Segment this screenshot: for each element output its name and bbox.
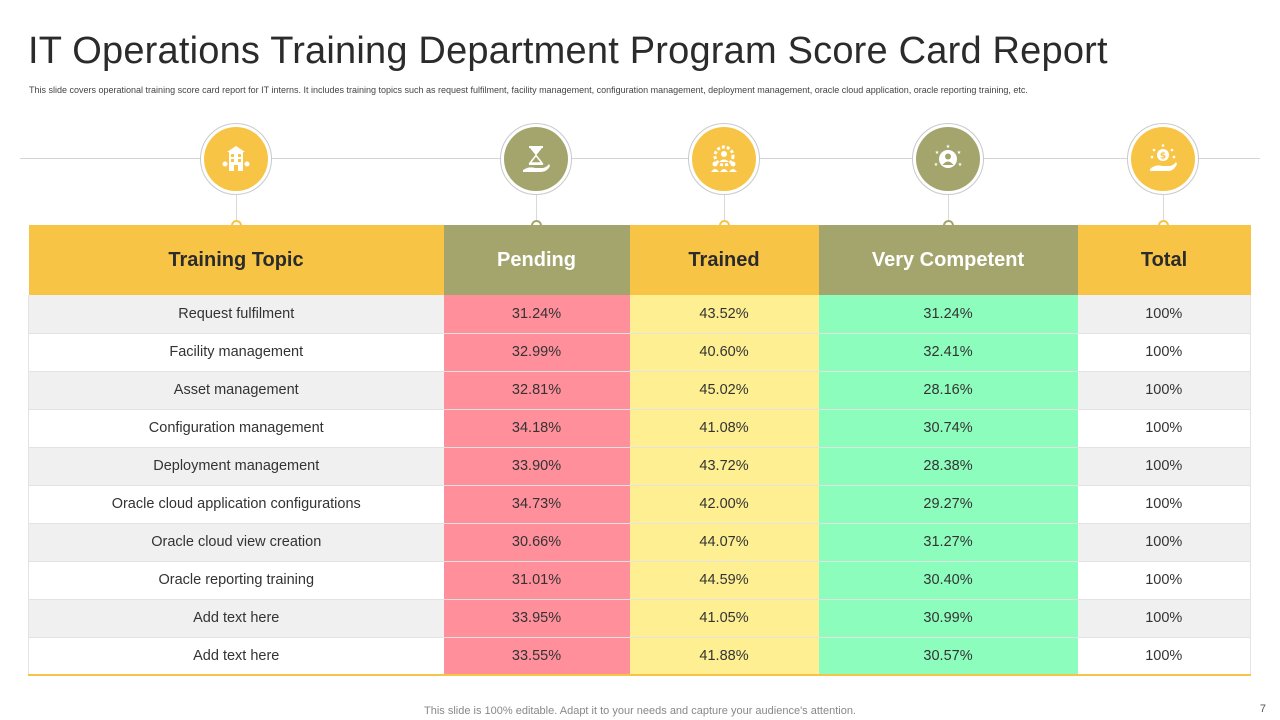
icon-circle-pending [500, 123, 572, 195]
header-pending: Pending [443, 225, 630, 295]
cell-trained: 41.08% [629, 409, 819, 448]
cell-trained: 41.88% [629, 637, 819, 676]
cell-very-competent: 29.27% [818, 485, 1078, 524]
cell-topic: Oracle cloud view creation [28, 523, 444, 562]
cell-total: 100% [1077, 485, 1251, 524]
icon-circle-total: $ [1127, 123, 1199, 195]
cell-trained: 45.02% [629, 371, 819, 410]
cell-total: 100% [1077, 561, 1251, 600]
cell-trained: 43.72% [629, 447, 819, 486]
header-training-topic: Training Topic [28, 225, 444, 295]
cell-trained: 44.07% [629, 523, 819, 562]
svg-text:★: ★ [946, 144, 951, 150]
timeline-line [20, 158, 1260, 159]
table-row: Oracle cloud view creation 30.66% 44.07%… [28, 523, 1251, 562]
cell-total: 100% [1077, 333, 1251, 372]
cell-total: 100% [1077, 371, 1251, 410]
svg-text:★: ★ [934, 162, 939, 168]
cell-trained: 44.59% [629, 561, 819, 600]
icon-circle-trained [688, 123, 760, 195]
cell-total: 100% [1077, 637, 1251, 676]
score-card-table: Training Topic Pending Trained Very Comp… [28, 225, 1251, 676]
cell-pending: 30.66% [443, 523, 630, 562]
cell-total: 100% [1077, 295, 1251, 334]
svg-text:$: $ [1160, 152, 1166, 162]
cell-topic: Facility management [28, 333, 444, 372]
cell-very-competent: 30.74% [818, 409, 1078, 448]
cell-pending: 34.73% [443, 485, 630, 524]
table-row: Oracle cloud application configurations … [28, 485, 1251, 524]
hourglass-hand-icon [523, 146, 550, 172]
table-row: Asset management 32.81% 45.02% 28.16% 10… [28, 371, 1251, 410]
cell-trained: 40.60% [629, 333, 819, 372]
cell-topic: Add text here [28, 637, 444, 676]
cell-topic: Oracle cloud application configurations [28, 485, 444, 524]
connector-line [724, 195, 725, 221]
cell-pending: 34.18% [443, 409, 630, 448]
header-very-competent: Very Competent [818, 225, 1078, 295]
cell-total: 100% [1077, 523, 1251, 562]
table-header-row: Training Topic Pending Trained Very Comp… [28, 225, 1251, 295]
svg-text:★: ★ [935, 150, 940, 156]
team-gear-icon [711, 145, 737, 172]
svg-text:★: ★ [958, 162, 963, 168]
cell-total: 100% [1077, 409, 1251, 448]
connector-line [536, 195, 537, 221]
table-row: Add text here 33.95% 41.05% 30.99% 100% [28, 599, 1251, 638]
table-row: Request fulfilment 31.24% 43.52% 31.24% … [28, 295, 1251, 334]
connector-line [948, 195, 949, 221]
svg-text:★: ★ [957, 150, 962, 156]
cell-pending: 32.99% [443, 333, 630, 372]
cell-topic: Deployment management [28, 447, 444, 486]
cell-pending: 33.90% [443, 447, 630, 486]
cell-topic: Request fulfilment [28, 295, 444, 334]
cell-total: 100% [1077, 447, 1251, 486]
table-row: Configuration management 34.18% 41.08% 3… [28, 409, 1251, 448]
building-icon [222, 146, 250, 171]
cell-total: 100% [1077, 599, 1251, 638]
page-subtitle: This slide covers operational training s… [29, 85, 1028, 95]
page-number: 7 [1259, 703, 1266, 715]
table-row: Deployment management 33.90% 43.72% 28.3… [28, 447, 1251, 486]
icon-circle-topic [200, 123, 272, 195]
header-total: Total [1077, 225, 1251, 295]
cell-trained: 41.05% [629, 599, 819, 638]
cell-pending: 33.95% [443, 599, 630, 638]
table-row: Oracle reporting training 31.01% 44.59% … [28, 561, 1251, 600]
cell-trained: 42.00% [629, 485, 819, 524]
table-row: Facility management 32.99% 40.60% 32.41%… [28, 333, 1251, 372]
star-person-icon: ★ ★ ★ ★ ★ [934, 144, 963, 168]
cell-very-competent: 28.38% [818, 447, 1078, 486]
cell-topic: Oracle reporting training [28, 561, 444, 600]
table-row: Add text here 33.55% 41.88% 30.57% 100% [28, 637, 1251, 676]
page-title: IT Operations Training Department Progra… [28, 30, 1108, 72]
cell-very-competent: 32.41% [818, 333, 1078, 372]
icon-circle-very-competent: ★ ★ ★ ★ ★ [912, 123, 984, 195]
cell-very-competent: 30.40% [818, 561, 1078, 600]
connector-line [236, 195, 237, 221]
cell-very-competent: 28.16% [818, 371, 1078, 410]
footer-note: This slide is 100% editable. Adapt it to… [424, 705, 856, 717]
cell-pending: 33.55% [443, 637, 630, 676]
cell-pending: 32.81% [443, 371, 630, 410]
header-trained: Trained [629, 225, 819, 295]
dollar-hand-icon: $ [1150, 144, 1177, 171]
cell-topic: Asset management [28, 371, 444, 410]
cell-pending: 31.01% [443, 561, 630, 600]
cell-very-competent: 30.99% [818, 599, 1078, 638]
cell-very-competent: 31.27% [818, 523, 1078, 562]
cell-topic: Add text here [28, 599, 444, 638]
cell-trained: 43.52% [629, 295, 819, 334]
connector-line [1163, 195, 1164, 221]
cell-very-competent: 31.24% [818, 295, 1078, 334]
cell-topic: Configuration management [28, 409, 444, 448]
cell-pending: 31.24% [443, 295, 630, 334]
cell-very-competent: 30.57% [818, 637, 1078, 676]
